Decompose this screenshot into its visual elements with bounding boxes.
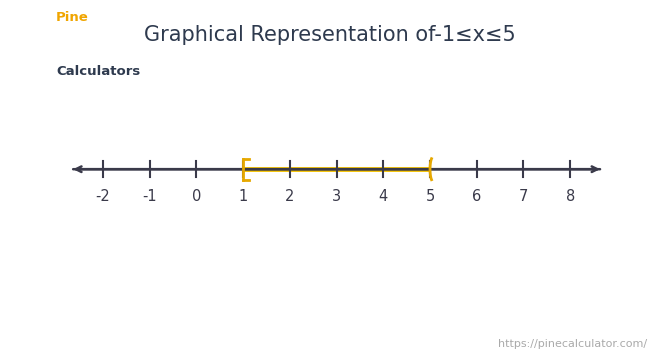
Text: 6: 6 (472, 189, 481, 204)
Text: 4: 4 (379, 189, 388, 204)
Text: -1: -1 (143, 189, 157, 204)
Text: -2: -2 (96, 189, 110, 204)
Text: Calculators: Calculators (56, 65, 141, 78)
Text: 3: 3 (332, 189, 341, 204)
Text: Pine: Pine (56, 11, 89, 24)
Text: 8: 8 (566, 189, 575, 204)
Text: 0: 0 (192, 189, 201, 204)
Text: 2: 2 (285, 189, 294, 204)
Text: 7: 7 (519, 189, 528, 204)
Text: https://pinecalculator.com/: https://pinecalculator.com/ (498, 339, 647, 349)
Text: 5: 5 (426, 189, 435, 204)
Text: Graphical Representation of-1≤x≤5: Graphical Representation of-1≤x≤5 (144, 25, 516, 45)
Text: 1: 1 (238, 189, 248, 204)
